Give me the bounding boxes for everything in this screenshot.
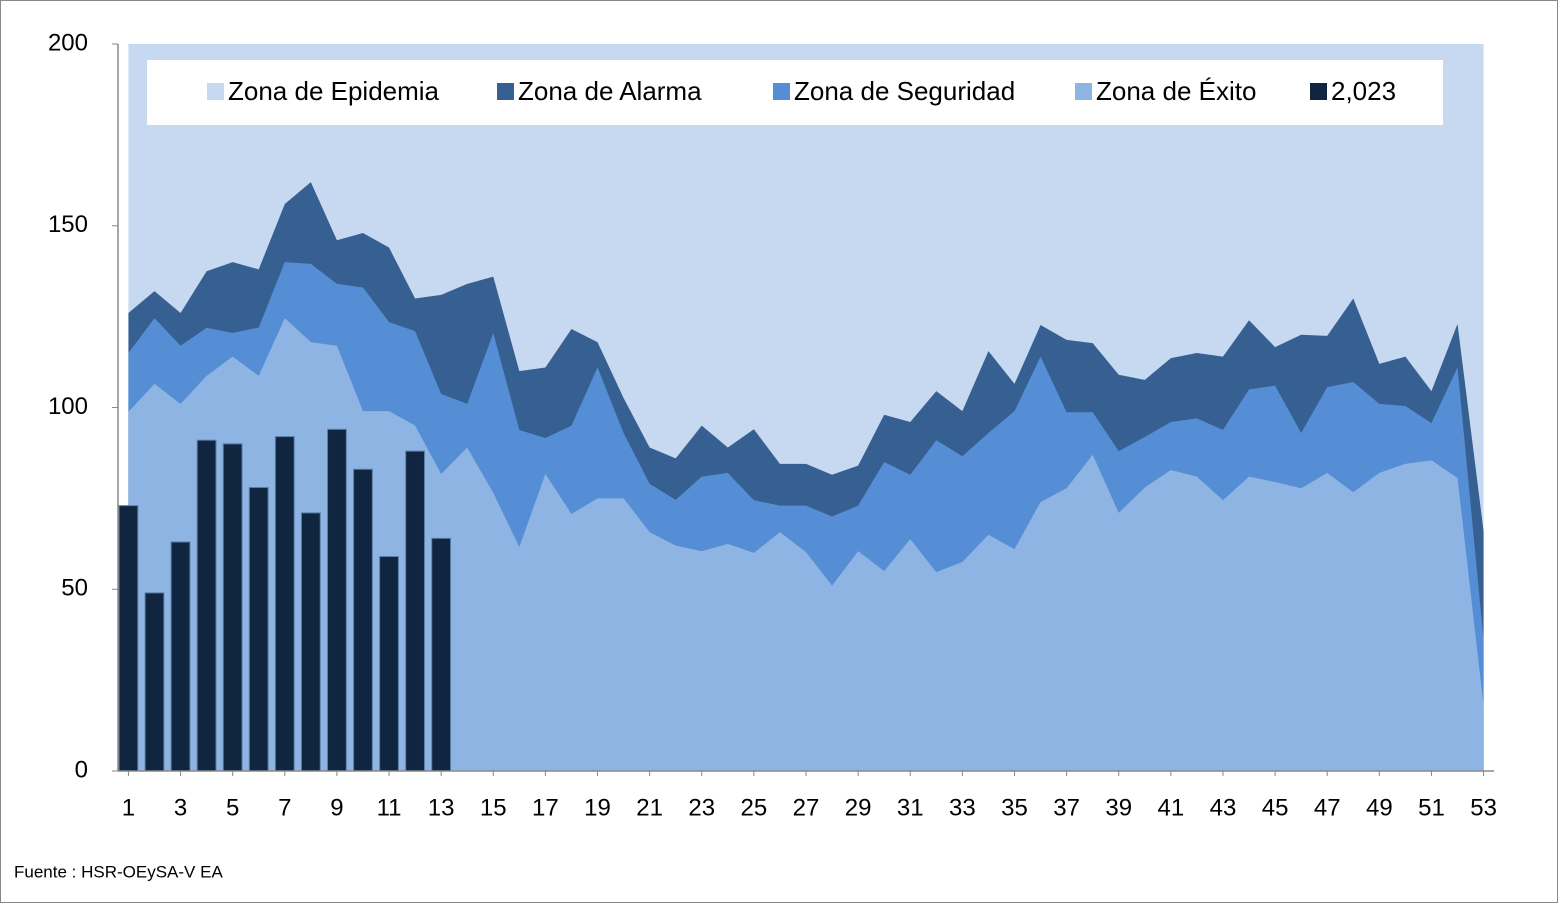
bar	[405, 450, 425, 772]
x-tick-label: 13	[428, 794, 455, 821]
x-tick-label: 19	[584, 794, 611, 821]
bar	[222, 443, 243, 772]
x-tick-label: 25	[741, 794, 768, 821]
x-tick-label: 45	[1262, 794, 1289, 821]
x-tick-label: 17	[532, 794, 559, 821]
x-tick-label: 11	[377, 794, 402, 821]
x-tick-label: 21	[636, 794, 663, 821]
x-tick-label: 9	[330, 794, 343, 821]
y-tick-label: 0	[75, 756, 88, 783]
y-tick-label: 50	[61, 575, 88, 602]
x-tick-label: 29	[845, 794, 872, 821]
legend-swatch	[1310, 83, 1327, 100]
bar	[170, 541, 191, 772]
bar	[248, 486, 269, 772]
legend-label: Zona de Epidemia	[228, 76, 440, 106]
x-tick-label: 33	[949, 794, 976, 821]
bar	[379, 556, 399, 772]
x-tick-label: 39	[1105, 794, 1132, 821]
x-tick-label: 27	[793, 794, 820, 821]
legend-swatch	[497, 83, 514, 100]
x-tick-label: 41	[1157, 794, 1184, 821]
x-tick-label: 1	[122, 794, 135, 821]
legend	[147, 60, 1443, 125]
legend-label: Zona de Seguridad	[794, 76, 1015, 106]
x-tick-label: 7	[278, 794, 291, 821]
x-tick-label: 23	[688, 794, 715, 821]
bar	[300, 512, 321, 772]
source-note: Fuente : HSR-OEySA-V EA	[14, 862, 223, 881]
x-tick-label: 53	[1470, 794, 1497, 821]
x-tick-label: 3	[174, 794, 187, 821]
x-tick-label: 49	[1366, 794, 1393, 821]
x-tick-label: 31	[897, 794, 924, 821]
legend-label: Zona de Éxito	[1096, 76, 1256, 106]
bar	[353, 468, 373, 772]
x-tick-label: 47	[1314, 794, 1341, 821]
x-tick-label: 51	[1418, 794, 1445, 821]
y-tick-label: 150	[48, 211, 88, 238]
x-tick-label: 35	[1001, 794, 1028, 821]
bar	[431, 537, 452, 772]
legend-label: 2,023	[1331, 76, 1396, 106]
bar	[118, 505, 139, 772]
bar	[327, 428, 347, 772]
x-tick-label: 37	[1053, 794, 1080, 821]
y-tick-label: 100	[48, 393, 88, 420]
bar	[196, 439, 217, 772]
x-tick-label: 43	[1210, 794, 1237, 821]
y-tick-label: 200	[48, 29, 88, 56]
bar	[144, 592, 165, 772]
x-tick-label: 15	[480, 794, 507, 821]
area	[128, 318, 1484, 771]
legend-swatch	[1075, 83, 1092, 100]
x-tick-label: 5	[226, 794, 239, 821]
legend-swatch	[773, 83, 790, 100]
legend-swatch	[207, 83, 224, 100]
bar	[274, 436, 295, 772]
legend-label: Zona de Alarma	[518, 76, 702, 106]
